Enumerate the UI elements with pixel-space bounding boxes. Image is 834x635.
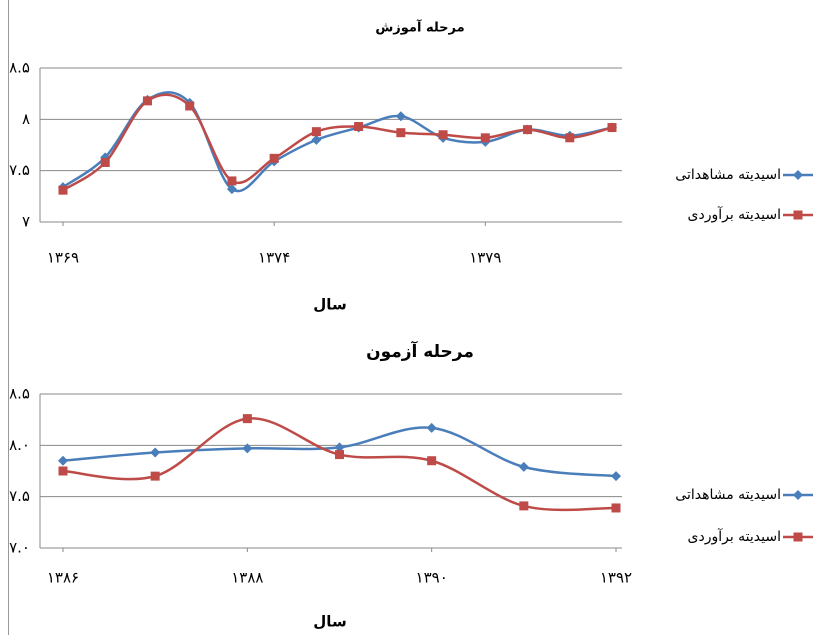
marker: [311, 134, 322, 145]
marker: [480, 133, 490, 143]
y-tick-label: ۸.۰: [9, 436, 30, 454]
x-tick-label: ۱۳۷۴: [258, 249, 290, 267]
marker: [100, 157, 110, 167]
x-axis-label: سال: [313, 296, 346, 314]
legend-label: اسیدیته برآوردی: [688, 206, 782, 223]
series-line: [62, 93, 613, 192]
y-tick-label: ۸.۵: [9, 59, 30, 77]
marker: [793, 170, 803, 180]
marker: [395, 111, 406, 122]
marker: [150, 471, 160, 481]
y-tick-label: ۸.۵: [9, 385, 30, 403]
legend-label: اسیدیته برآوردی: [688, 528, 782, 545]
marker: [396, 128, 406, 138]
marker: [185, 101, 195, 111]
marker: [335, 450, 344, 460]
x-tick-label: ۱۳۸۶: [47, 569, 79, 587]
marker: [311, 127, 321, 137]
chart-title: مرحله آزمون: [366, 340, 474, 362]
chart-title: مرحله آموزش: [375, 19, 464, 36]
marker: [793, 210, 803, 220]
marker: [334, 442, 345, 453]
y-tick-label: ۷: [22, 213, 30, 231]
x-tick-label: ۱۳۸۸: [231, 569, 263, 587]
marker: [427, 456, 437, 466]
marker: [519, 501, 529, 511]
x-axis-label: سال: [313, 613, 346, 631]
marker: [607, 123, 617, 133]
marker: [226, 184, 237, 195]
y-tick-label: ۷.۵: [9, 487, 30, 505]
x-tick-label: ۱۳۹۰: [416, 569, 448, 587]
marker: [611, 471, 621, 482]
marker: [354, 122, 364, 132]
marker: [58, 466, 68, 476]
marker: [438, 130, 448, 140]
marker: [227, 176, 237, 186]
marker: [611, 503, 621, 513]
series-line: [62, 91, 613, 193]
y-tick-label: ۸: [22, 110, 30, 128]
legend-label: اسیدیته مشاهداتی: [675, 167, 781, 183]
marker: [793, 490, 803, 500]
marker: [565, 133, 575, 143]
legend-label: اسیدیته مشاهداتی: [675, 487, 781, 503]
x-tick-label: ۱۳۹۲: [600, 569, 632, 587]
marker: [142, 96, 152, 106]
marker: [518, 461, 529, 472]
marker: [269, 153, 279, 163]
marker: [242, 443, 253, 454]
x-tick-label: ۱۳۶۹: [47, 249, 79, 267]
y-tick-label: ۷.۵: [9, 161, 30, 179]
marker: [793, 532, 803, 542]
x-tick-label: ۱۳۷۹: [469, 249, 501, 267]
marker: [426, 422, 437, 433]
y-tick-label: ۷.۰: [9, 539, 30, 557]
marker: [523, 125, 533, 135]
marker: [242, 414, 252, 424]
marker: [150, 447, 161, 458]
marker: [58, 185, 68, 195]
marker: [58, 455, 68, 466]
